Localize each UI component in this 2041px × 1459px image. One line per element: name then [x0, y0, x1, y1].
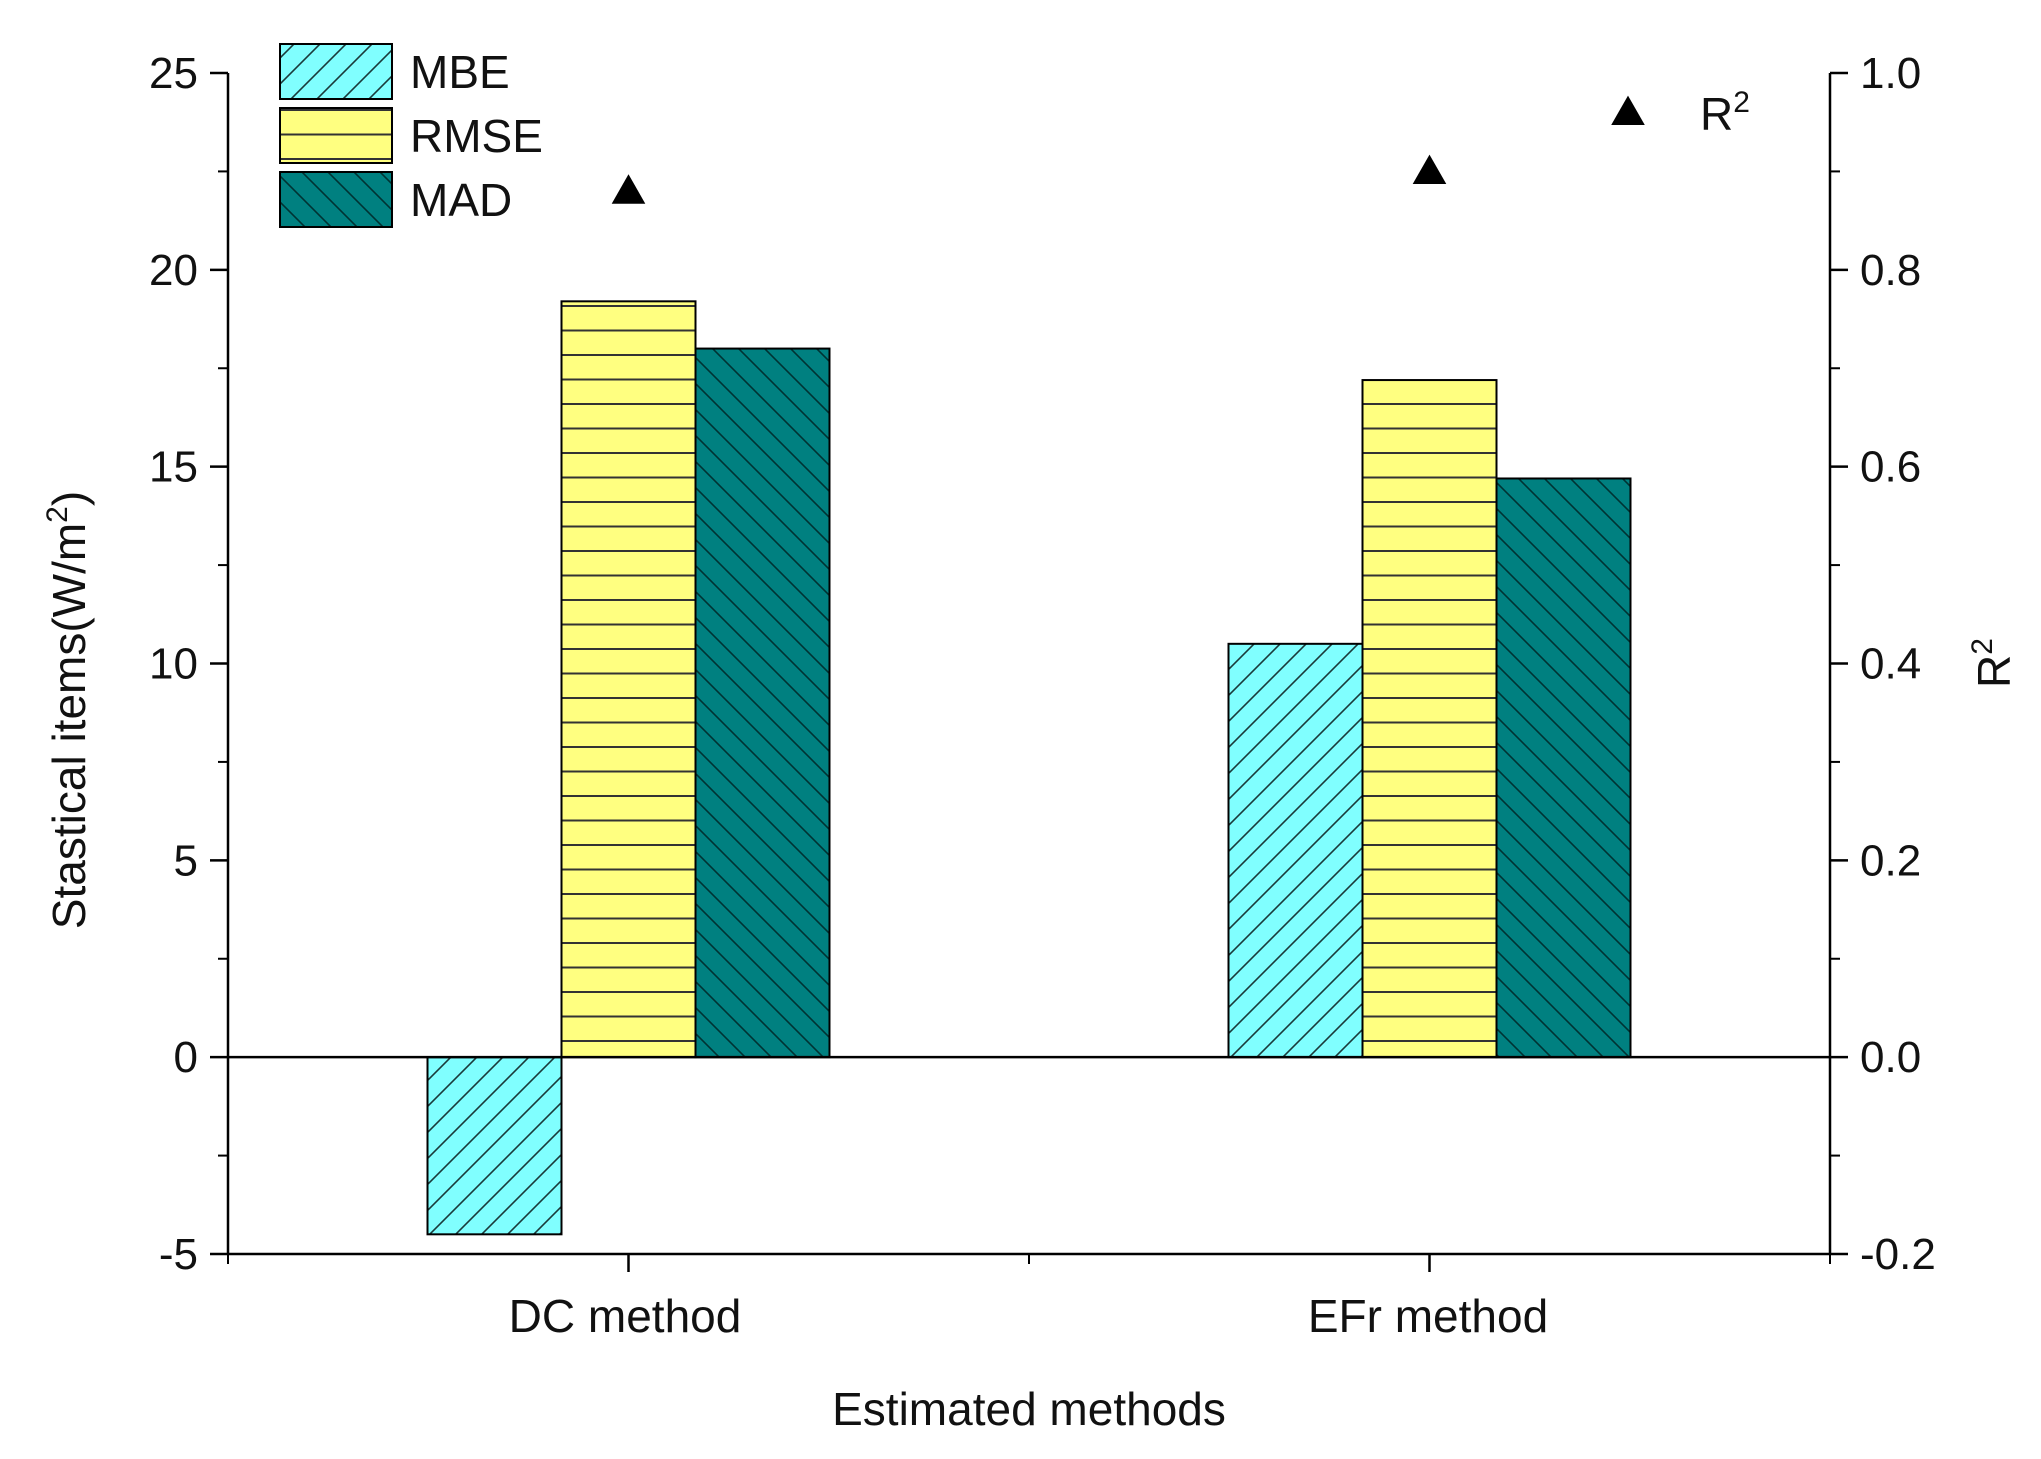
y-tick-label: 15 — [149, 443, 198, 492]
legend: MBE RMSE MAD R2 — [279, 43, 1750, 228]
y-tick-label: 10 — [149, 640, 198, 689]
bar-rmse-1 — [1361, 379, 1498, 1059]
legend-label-mbe: MBE — [410, 46, 510, 98]
r2-marker-0 — [611, 174, 646, 204]
y-axis-title: Stastical items(W/m2) — [41, 491, 95, 929]
y2-axis-title: R2 — [1966, 638, 2020, 688]
x-category-label: EFr method — [1308, 1290, 1548, 1342]
bar-mbe-0 — [426, 1056, 563, 1236]
y2-tick-label: 0.6 — [1860, 443, 1921, 492]
bar-mad-0 — [694, 347, 831, 1059]
bar-mad-1 — [1495, 477, 1632, 1059]
bar-mbe-1 — [1227, 642, 1364, 1059]
y-tick-label: -5 — [159, 1230, 198, 1279]
legend-swatch-rmse — [279, 107, 393, 164]
y-tick-label: 25 — [149, 49, 198, 98]
legend-marker-r2 — [1611, 95, 1645, 125]
tick-marks — [210, 71, 1848, 1272]
r2-marker-1 — [1412, 154, 1447, 185]
y-tick-label: 5 — [174, 836, 198, 885]
bar-rmse-0 — [560, 300, 697, 1059]
y2-tick-label: 0.4 — [1860, 640, 1921, 689]
y2-tick-label: 0.0 — [1860, 1033, 1921, 1082]
y2-tick-label: 1.0 — [1860, 49, 1921, 98]
y-tick-label: 20 — [149, 246, 198, 295]
y2-tick-label: -0.2 — [1860, 1230, 1936, 1279]
plot-area — [228, 154, 1830, 1236]
legend-swatch-mad — [279, 171, 393, 228]
legend-label-rmse: RMSE — [410, 110, 543, 162]
y2-tick-label: 0.8 — [1860, 246, 1921, 295]
legend-swatch-mbe — [279, 43, 393, 100]
x-axis-title: Estimated methods — [832, 1383, 1226, 1435]
x-category-label: DC method — [509, 1290, 742, 1342]
legend-label-r2: R2 — [1700, 86, 1750, 140]
y-tick-label: 0 — [174, 1033, 198, 1082]
y2-tick-label: 0.2 — [1860, 836, 1921, 885]
legend-label-mad: MAD — [410, 174, 512, 226]
